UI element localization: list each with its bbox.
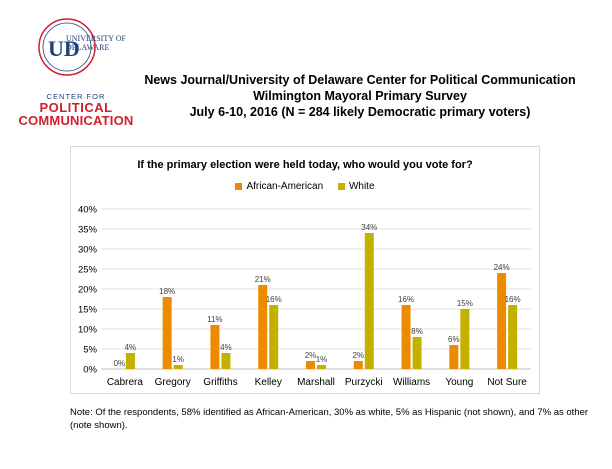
bar [317,365,326,369]
university-name-line1: UNIVERSITY OF [66,34,126,43]
data-label: 16% [505,295,521,304]
data-label: 2% [352,351,364,360]
university-seal-icon [38,18,96,76]
x-tick-label: Marshall [297,377,335,388]
y-tick-label: 10% [78,325,98,336]
university-logo: UD UNIVERSITY OF DELAWARE CENTER FOR POL… [6,8,146,128]
bar [364,233,374,369]
bar [210,325,220,369]
bar [221,353,231,369]
x-tick-label: Purzycki [345,377,383,388]
data-label: 21% [255,275,271,284]
header-line-2: Wilmington Mayoral Primary Survey [253,89,467,103]
bar [306,361,315,369]
legend-label-white: White [348,181,375,192]
data-label: 1% [172,355,184,364]
data-label: 11% [207,315,222,324]
y-tick-label: 25% [78,265,98,276]
data-label: 16% [266,295,282,304]
bar [162,297,172,369]
legend-label-african-american: African-American [246,181,324,192]
university-name-line2: DELAWARE [66,43,110,52]
data-label: 18% [159,287,175,296]
chart-legend: African-American White [71,181,539,193]
data-label: 1% [316,355,328,364]
data-label: 6% [448,335,460,344]
bar [508,305,518,369]
data-label: 16% [398,295,414,304]
y-tick-label: 35% [78,225,98,236]
x-tick-label: Kelley [255,377,282,388]
report-header: News Journal/University of Delaware Cent… [140,72,580,120]
y-tick-label: 0% [83,365,97,376]
legend-swatch-white [337,183,345,190]
x-tick-label: Griffiths [203,377,237,388]
university-name: UNIVERSITY OF DELAWARE [66,34,126,52]
y-tick-label: 20% [78,285,98,296]
data-label: 15% [457,299,473,308]
y-tick-label: 30% [78,245,98,256]
data-label: 0% [114,359,126,368]
x-tick-label: Gregory [155,377,191,388]
bar [497,273,507,369]
y-tick-label: 5% [83,345,97,356]
bar [258,285,268,369]
communication-label: COMMUNICATION [18,113,134,128]
header-line-3: July 6-10, 2016 (N = 284 likely Democrat… [189,105,531,119]
data-label: 24% [494,263,510,272]
chart-title: If the primary election were held today,… [137,159,473,171]
header-line-1: News Journal/University of Delaware Cent… [144,73,576,87]
bar [173,365,183,369]
x-tick-label: Cabrera [107,377,144,388]
bar [460,309,470,369]
y-tick-label: 15% [78,305,98,316]
legend-item-african-american: African-American [235,181,323,192]
data-label: 8% [411,327,423,336]
bar [353,361,363,369]
political-label: POLITICAL [39,100,113,115]
x-tick-label: Williams [393,377,430,388]
chart-container: 0% 5% 10% 15% 20% 25% 30% 35% 40% 0% 4% Cabrera 18% 1… [70,146,540,394]
x-tick-label: Young [445,377,473,388]
data-label: 4% [220,343,232,352]
bar [412,337,422,369]
data-label: 2% [305,351,317,360]
bar [449,345,459,369]
bar [269,305,279,369]
bar [401,305,411,369]
center-for-label: CENTER FOR [46,92,106,101]
footnote: Note: Of the respondents, 58% identified… [70,407,589,431]
legend-swatch-african-american [235,183,243,190]
y-tick-label: 40% [78,205,98,216]
data-label: 34% [361,223,377,232]
bar-chart: 0% 5% 10% 15% 20% 25% 30% 35% 40% 0% 4% Cabrera 18% 1… [78,205,531,388]
legend-item-white: White [337,181,375,192]
data-label: 4% [125,343,137,352]
x-tick-label: Not Sure [487,377,527,388]
ud-mark: UD [48,36,80,61]
bar [125,353,135,369]
